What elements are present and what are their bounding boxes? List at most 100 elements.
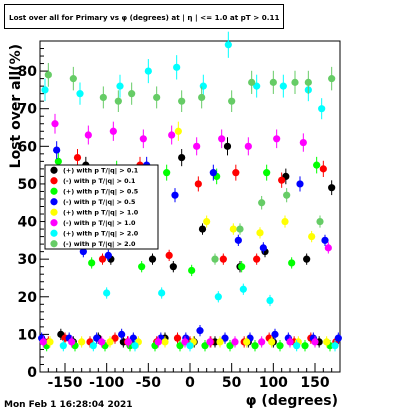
data-point bbox=[269, 78, 277, 86]
data-point bbox=[288, 259, 296, 267]
x-tick-label: 0 bbox=[185, 375, 195, 391]
data-point bbox=[328, 184, 336, 192]
data-point bbox=[79, 248, 87, 256]
x-tick-label: 50 bbox=[222, 375, 242, 391]
data-point bbox=[206, 338, 214, 346]
data-point bbox=[293, 342, 301, 350]
y-tick-label: 30 bbox=[18, 252, 38, 268]
data-point bbox=[334, 334, 342, 342]
series-group bbox=[39, 113, 332, 348]
data-point bbox=[236, 225, 244, 233]
data-point bbox=[313, 161, 321, 169]
data-point bbox=[104, 251, 112, 259]
data-point bbox=[103, 289, 111, 297]
data-point bbox=[211, 255, 219, 263]
data-point bbox=[304, 78, 312, 86]
data-point bbox=[266, 296, 274, 305]
x-tick-label: -50 bbox=[136, 375, 162, 391]
data-point bbox=[148, 255, 157, 263]
chart-title: Lost over all for Primary vs φ (degrees)… bbox=[4, 4, 284, 29]
data-point bbox=[301, 342, 309, 350]
data-point bbox=[68, 338, 76, 346]
legend-entry: (+) with p T/|q| > 2.0 bbox=[63, 230, 139, 239]
data-point bbox=[226, 342, 234, 350]
data-point bbox=[53, 146, 61, 154]
data-point bbox=[234, 236, 242, 244]
data-point bbox=[161, 338, 169, 346]
data-point bbox=[303, 255, 311, 263]
data-point bbox=[331, 342, 339, 350]
data-point bbox=[271, 330, 279, 338]
data-point bbox=[154, 338, 162, 346]
data-point bbox=[243, 338, 251, 346]
data-point bbox=[231, 338, 239, 346]
data-point bbox=[324, 244, 332, 252]
x-tick-label: -100 bbox=[89, 375, 124, 391]
data-point bbox=[273, 135, 281, 143]
data-point bbox=[193, 142, 201, 150]
data-point bbox=[228, 97, 236, 105]
data-point bbox=[178, 154, 186, 162]
legend-marker bbox=[50, 240, 58, 248]
data-point bbox=[244, 142, 252, 150]
data-point bbox=[248, 78, 256, 86]
data-point bbox=[316, 217, 324, 226]
data-point bbox=[106, 338, 114, 346]
y-tick-label: 50 bbox=[18, 177, 38, 193]
data-point bbox=[238, 263, 246, 271]
data-point bbox=[219, 255, 227, 263]
data-point bbox=[279, 82, 287, 90]
data-point bbox=[173, 334, 182, 342]
data-point bbox=[286, 338, 294, 346]
y-tick-label: 60 bbox=[18, 139, 38, 155]
legend-entry: (-) with p T/|q| > 0.5 bbox=[63, 198, 136, 207]
data-point bbox=[116, 82, 124, 90]
data-point bbox=[128, 90, 136, 98]
data-point bbox=[158, 289, 166, 297]
data-point bbox=[214, 293, 222, 301]
legend-entry: (+) with p T/|q| > 0.5 bbox=[63, 188, 138, 197]
legend-marker bbox=[50, 166, 58, 174]
data-point bbox=[283, 191, 291, 199]
data-point bbox=[131, 342, 139, 350]
data-point bbox=[199, 82, 207, 90]
legend-entry: (-) with p T/|q| > 1.0 bbox=[63, 219, 136, 228]
data-point bbox=[209, 169, 217, 177]
data-point bbox=[78, 338, 86, 346]
legend-entry: (-) with p T/|q| > 2.0 bbox=[63, 240, 136, 249]
data-point bbox=[89, 342, 97, 350]
data-point bbox=[76, 90, 84, 98]
data-point bbox=[253, 82, 261, 90]
data-point bbox=[328, 75, 336, 83]
data-point bbox=[98, 338, 106, 346]
data-point bbox=[323, 338, 331, 346]
y-axis-label: Lost over all(%) bbox=[8, 44, 24, 168]
data-point bbox=[51, 120, 59, 128]
data-point bbox=[253, 255, 261, 263]
data-point bbox=[186, 342, 194, 350]
data-point bbox=[221, 334, 229, 342]
data-point bbox=[299, 138, 307, 147]
data-point bbox=[196, 327, 204, 335]
data-point bbox=[318, 105, 326, 113]
x-tick-label: 100 bbox=[259, 375, 288, 391]
data-point bbox=[163, 169, 171, 177]
data-point bbox=[44, 71, 52, 79]
data-point bbox=[251, 342, 259, 350]
y-tick-label: 40 bbox=[18, 215, 38, 231]
data-point bbox=[218, 135, 226, 143]
data-point bbox=[178, 97, 186, 105]
legend-marker bbox=[50, 219, 58, 227]
data-point bbox=[223, 142, 232, 150]
legend-entry: (+) with p T/|q| > 1.0 bbox=[63, 209, 139, 218]
data-point bbox=[118, 330, 126, 338]
data-point bbox=[88, 259, 96, 267]
data-point bbox=[188, 266, 196, 275]
x-axis-label: φ (degrees) bbox=[246, 393, 338, 409]
data-point bbox=[139, 135, 147, 143]
data-point bbox=[124, 338, 132, 346]
data-point bbox=[59, 342, 67, 350]
data-point bbox=[138, 263, 146, 271]
data-point bbox=[176, 342, 184, 350]
legend-box bbox=[44, 164, 159, 250]
